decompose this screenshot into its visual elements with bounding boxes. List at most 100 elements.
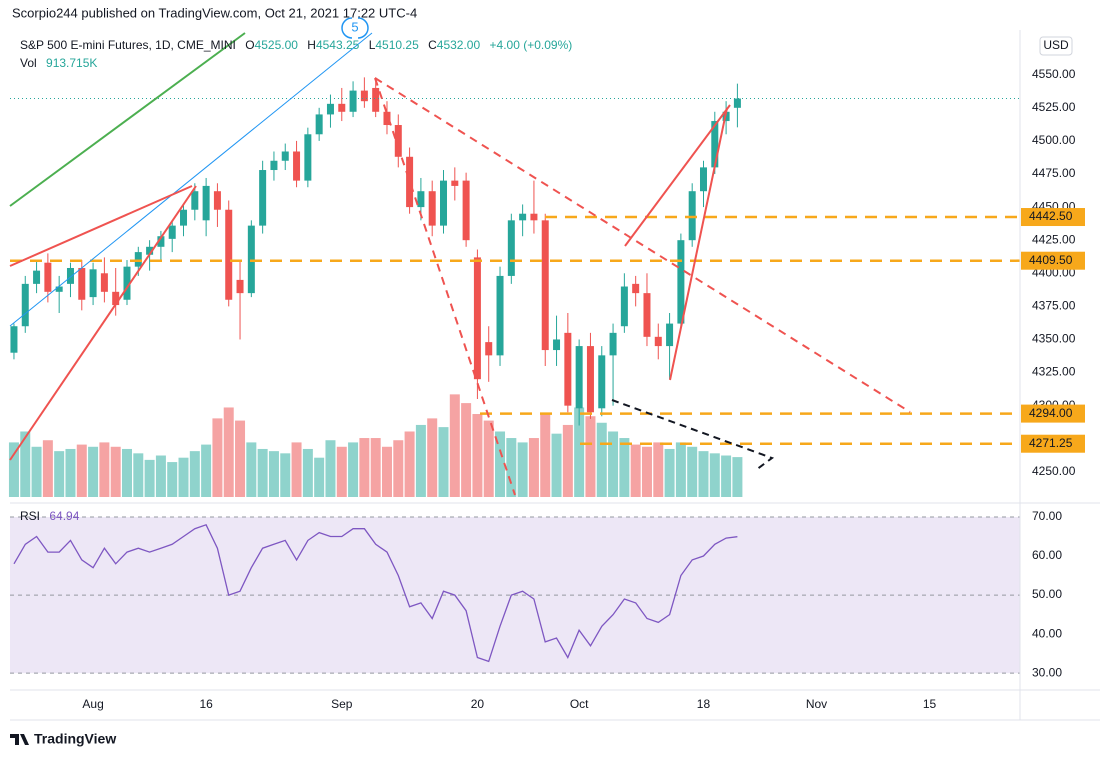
volume-bar (370, 438, 381, 497)
symbol-title: S&P 500 E-mini Futures, 1D, CME_MINI (20, 38, 236, 52)
candle-body (394, 125, 402, 157)
publisher-line: Scorpio244 published on TradingView.com,… (12, 5, 417, 20)
y-tick-label: 4250.00 (1032, 464, 1076, 478)
volume-bar (641, 446, 652, 497)
legend-key: O (245, 38, 254, 52)
volume-bar (121, 448, 132, 497)
candle-body (609, 332, 617, 356)
candle-body (711, 121, 719, 168)
volume-bar (144, 459, 155, 497)
candle-body (112, 291, 120, 306)
candle-body (338, 103, 346, 112)
volume-bar (596, 422, 607, 497)
y-tick-label: 4475.00 (1032, 166, 1076, 180)
candle-body (360, 90, 368, 102)
level-label: 4442.50 (1029, 209, 1073, 223)
legend-key: C (428, 38, 437, 52)
logo-icon (10, 734, 29, 745)
y-tick-label: 30.00 (1032, 665, 1062, 679)
volume-bar (76, 444, 87, 497)
volume-bar (223, 407, 234, 497)
candle-body (293, 151, 301, 181)
level-label-box (1021, 251, 1085, 270)
legend-value: 4543.25 (316, 38, 360, 52)
candle-body (553, 339, 561, 351)
volume-bar (88, 446, 99, 497)
volume-bar (698, 451, 709, 497)
volume-bar (653, 442, 664, 497)
volume-bar (291, 442, 302, 497)
candle-body (451, 180, 459, 186)
candle-body (315, 114, 323, 135)
candle-body (281, 151, 289, 161)
level-label-box (1021, 404, 1085, 423)
candle-body (485, 342, 493, 356)
y-tick-label: 40.00 (1032, 626, 1062, 640)
volume-bar (280, 453, 291, 497)
candle-body (10, 326, 18, 353)
candle-body (123, 266, 131, 300)
currency: USD (1043, 38, 1069, 52)
level-label-box (1021, 208, 1085, 227)
volume-bar (246, 442, 257, 497)
candle-body (270, 160, 278, 171)
volume-bar (31, 446, 42, 497)
candle-body (428, 191, 436, 226)
candle-body (191, 191, 199, 210)
level-label-box (1021, 434, 1085, 453)
legend-value: 4532.00 (437, 38, 481, 52)
y-tick-label: 4500.00 (1032, 133, 1076, 147)
candle-body (21, 283, 29, 327)
candle-body (259, 170, 267, 226)
candle-body (699, 167, 707, 192)
volume-bar (495, 431, 506, 497)
symbol-legend: S&P 500 E-mini Futures, 1D, CME_MINI O 45… (20, 38, 572, 52)
volume-bar (732, 457, 743, 497)
wave-label: 5 (351, 19, 358, 34)
volume-bar (8, 442, 19, 497)
volume-bar (257, 448, 268, 497)
volume-bar (99, 442, 110, 497)
x-tick-label: 15 (923, 697, 937, 711)
volume-bar (619, 438, 630, 497)
volume-bar (189, 451, 200, 497)
rsi-line (13, 523, 738, 663)
candle-body (372, 87, 380, 112)
candle-body (202, 185, 210, 221)
volume-bar (562, 424, 573, 497)
y-tick-label: 70.00 (1032, 509, 1062, 523)
candle-body (349, 90, 357, 112)
volume-bar (314, 457, 325, 497)
trend-line (624, 104, 731, 247)
candle-body (180, 209, 188, 226)
volume-bar (348, 442, 359, 497)
candle-body (507, 220, 515, 276)
rsi-name: RSI (20, 509, 40, 523)
volume-bar (461, 403, 472, 497)
candle-body (733, 98, 741, 108)
candle-body (654, 336, 662, 347)
candle-body (496, 275, 504, 356)
volume-bar (42, 440, 53, 497)
candle-body (383, 111, 391, 126)
candle-body (146, 246, 154, 255)
candle-body (44, 262, 52, 292)
trend-line (374, 77, 516, 496)
wave-marker (357, 17, 369, 39)
volume-value: 913.715K (46, 56, 97, 70)
candle-body (519, 213, 527, 221)
candle-body (575, 346, 583, 409)
y-tick-label: 4425.00 (1032, 232, 1076, 246)
drawings (9, 17, 911, 496)
x-tick-label: Aug (82, 697, 103, 711)
y-tick-label: 4525.00 (1032, 100, 1076, 114)
volume-bar (336, 446, 347, 497)
volume-name: Vol (20, 56, 37, 70)
volume-bar (110, 446, 121, 497)
trend-line (9, 185, 193, 267)
candle-body (541, 220, 549, 351)
y-tick-label: 4350.00 (1032, 332, 1076, 346)
candle-body (225, 209, 233, 300)
volume-bar (721, 455, 732, 497)
